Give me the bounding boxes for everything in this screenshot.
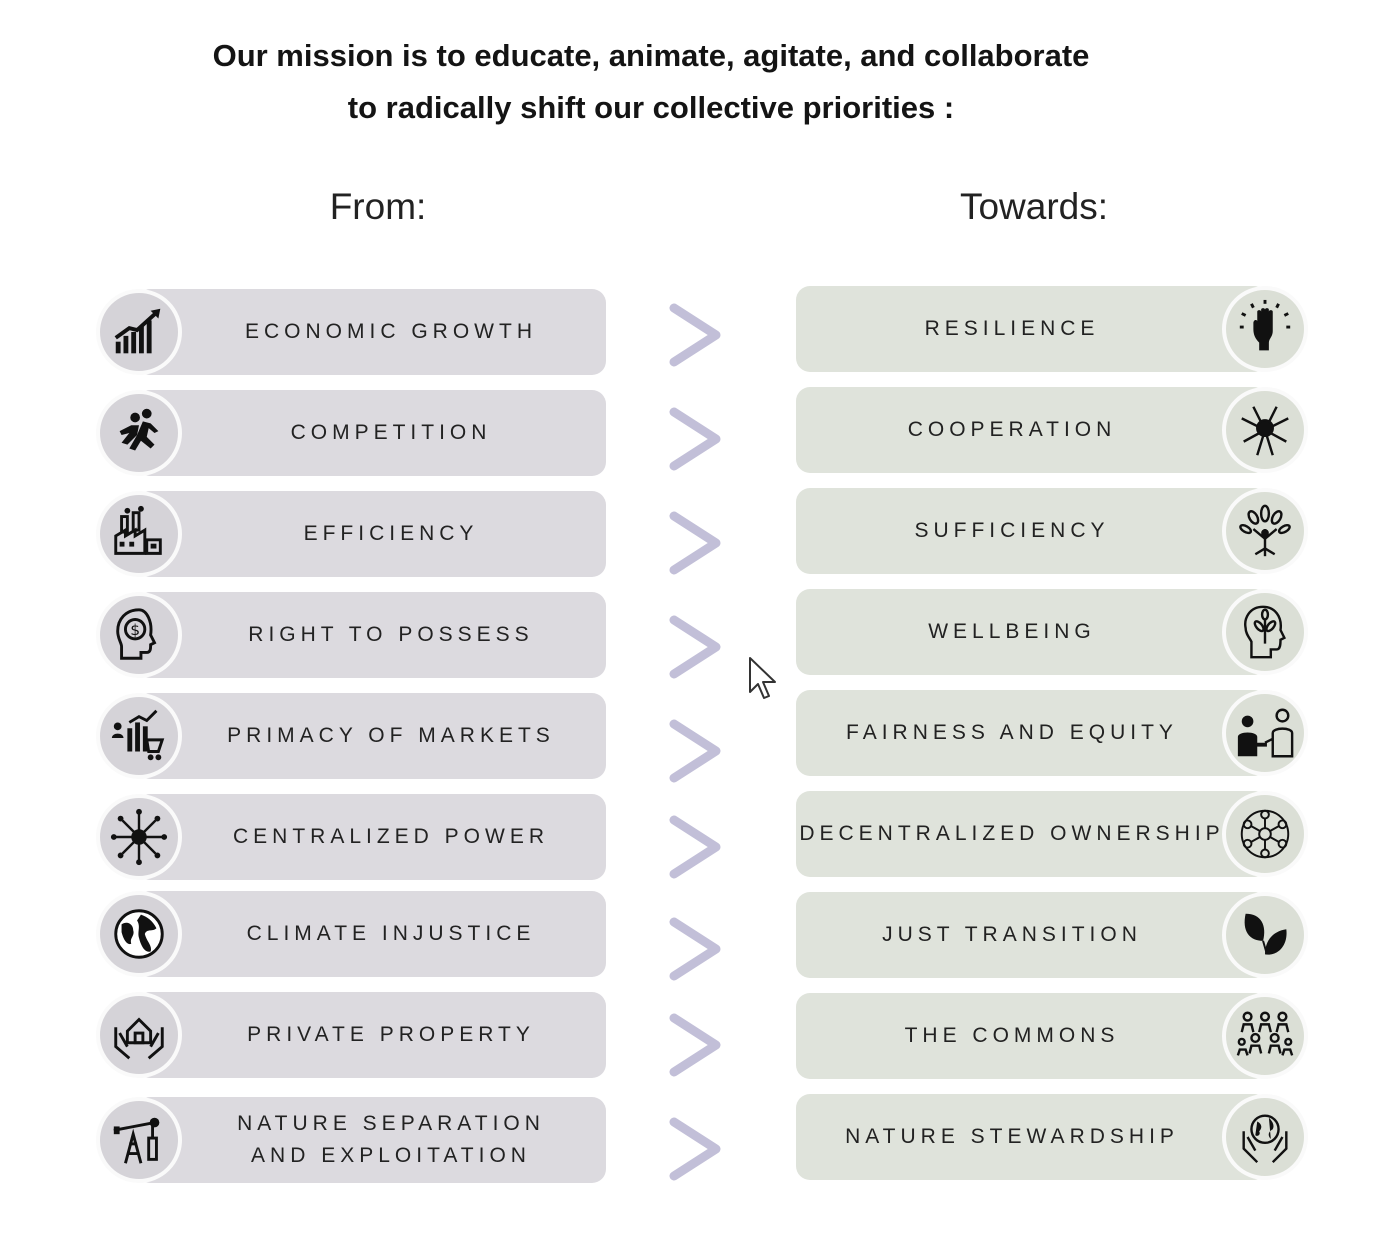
head-plant-icon bbox=[1244, 605, 1286, 659]
towards-item-label: WELLBEING bbox=[796, 589, 1268, 675]
towards-item: NATURE STEWARDSHIP bbox=[796, 1094, 1308, 1180]
central-hub-icon bbox=[110, 808, 168, 866]
from-item-label: EFFICIENCY bbox=[136, 491, 606, 577]
from-item-label: COMPETITION bbox=[136, 390, 606, 476]
towards-item: COOPERATION bbox=[796, 387, 1308, 473]
towards-item: THE COMMONS bbox=[796, 993, 1308, 1079]
from-item-badge bbox=[96, 794, 182, 880]
shift-arrow-icon bbox=[666, 300, 726, 370]
towards-item: FAIRNESS AND EQUITY bbox=[796, 690, 1308, 776]
rising-chart-icon bbox=[114, 308, 161, 354]
from-item: CLIMATE INJUSTICE bbox=[96, 891, 606, 977]
from-item-badge bbox=[96, 491, 182, 577]
shift-arrow-icon bbox=[666, 812, 726, 882]
from-item-badge bbox=[96, 289, 182, 375]
community-icon bbox=[1236, 1011, 1294, 1056]
from-item: ECONOMIC GROWTH bbox=[96, 289, 606, 375]
runners-icon bbox=[119, 408, 159, 451]
earth-hands-icon bbox=[1242, 1114, 1288, 1164]
from-item-label: CLIMATE INJUSTICE bbox=[136, 891, 606, 977]
from-item-badge bbox=[96, 891, 182, 977]
towards-item-badge bbox=[1222, 791, 1308, 877]
towards-item-badge bbox=[1222, 690, 1308, 776]
market-cart-icon bbox=[111, 709, 165, 761]
from-item-label: RIGHT TO POSSESS bbox=[136, 592, 606, 678]
towards-item-badge bbox=[1222, 488, 1308, 574]
from-item: EFFICIENCY bbox=[96, 491, 606, 577]
from-item-badge: $ bbox=[96, 592, 182, 678]
towards-item: DECENTRALIZED OWNERSHIP bbox=[796, 791, 1308, 877]
towards-item-badge bbox=[1222, 892, 1308, 978]
towards-item-badge bbox=[1222, 589, 1308, 675]
mouse-cursor-icon bbox=[749, 657, 776, 699]
from-item-label: ECONOMIC GROWTH bbox=[136, 289, 606, 375]
joined-hands-icon bbox=[1241, 406, 1289, 456]
from-item: RIGHT TO POSSESS $ bbox=[96, 592, 606, 678]
towards-item-label: FAIRNESS AND EQUITY bbox=[796, 690, 1268, 776]
towards-item-label: SUFFICIENCY bbox=[796, 488, 1268, 574]
svg-text:$: $ bbox=[130, 621, 140, 639]
from-item: PRIVATE PROPERTY bbox=[96, 992, 606, 1078]
from-item-label: PRIMACY OF MARKETS bbox=[136, 693, 606, 779]
from-item: PRIMACY OF MARKETS bbox=[96, 693, 606, 779]
towards-item: SUFFICIENCY bbox=[796, 488, 1308, 574]
towards-item-label: JUST TRANSITION bbox=[796, 892, 1268, 978]
towards-item: RESILIENCE bbox=[796, 286, 1308, 372]
leaves-icon bbox=[1244, 913, 1287, 955]
from-item: CENTRALIZED POWER bbox=[96, 794, 606, 880]
oil-pump-icon bbox=[113, 1117, 160, 1164]
from-item-label: NATURE SEPARATION AND EXPLOITATION bbox=[136, 1097, 606, 1183]
from-item-label: CENTRALIZED POWER bbox=[136, 794, 606, 880]
from-item-badge bbox=[96, 1097, 182, 1183]
towards-item-label: NATURE STEWARDSHIP bbox=[796, 1094, 1268, 1180]
towards-item-label: DECENTRALIZED OWNERSHIP bbox=[796, 791, 1268, 877]
towards-item-badge bbox=[1222, 387, 1308, 473]
mission-line-1: Our mission is to educate, animate, agit… bbox=[212, 38, 1090, 73]
towards-heading: Towards: bbox=[959, 186, 1109, 227]
towards-item: WELLBEING bbox=[796, 589, 1308, 675]
shift-arrow-icon bbox=[666, 1114, 726, 1184]
from-item-badge bbox=[96, 992, 182, 1078]
from-item-badge bbox=[96, 693, 182, 779]
mission-line-2: to radically shift our collective priori… bbox=[347, 90, 955, 125]
towards-item-label: THE COMMONS bbox=[796, 993, 1268, 1079]
from-item: COMPETITION bbox=[96, 390, 606, 476]
shift-arrow-icon bbox=[666, 914, 726, 984]
towards-item-label: RESILIENCE bbox=[796, 286, 1268, 372]
network-icon bbox=[1240, 809, 1290, 859]
shift-arrow-icon bbox=[666, 508, 726, 578]
from-item-label: PRIVATE PROPERTY bbox=[136, 992, 606, 1078]
shift-arrow-icon bbox=[666, 404, 726, 474]
towards-item-label: COOPERATION bbox=[796, 387, 1268, 473]
towards-item-badge bbox=[1222, 286, 1308, 372]
shift-arrow-icon bbox=[666, 612, 726, 682]
mission-headline: Our mission is to educate, animate, agit… bbox=[0, 30, 1302, 134]
from-item: NATURE SEPARATION AND EXPLOITATION bbox=[96, 1097, 606, 1183]
money-head-icon: $ bbox=[116, 608, 157, 660]
towards-item: JUST TRANSITION bbox=[796, 892, 1308, 978]
globe-icon bbox=[114, 909, 164, 959]
from-heading: From: bbox=[329, 186, 427, 227]
shift-arrow-icon bbox=[666, 1010, 726, 1080]
house-hands-icon bbox=[114, 1017, 164, 1060]
towards-item-badge bbox=[1222, 993, 1308, 1079]
raised-fist-icon bbox=[1239, 299, 1291, 351]
from-item-badge bbox=[96, 390, 182, 476]
tree-person-icon bbox=[1239, 504, 1291, 557]
handshake-icon bbox=[1237, 708, 1294, 758]
shift-arrow-icon bbox=[666, 716, 726, 786]
factory-icon bbox=[114, 505, 162, 555]
towards-item-badge bbox=[1222, 1094, 1308, 1180]
